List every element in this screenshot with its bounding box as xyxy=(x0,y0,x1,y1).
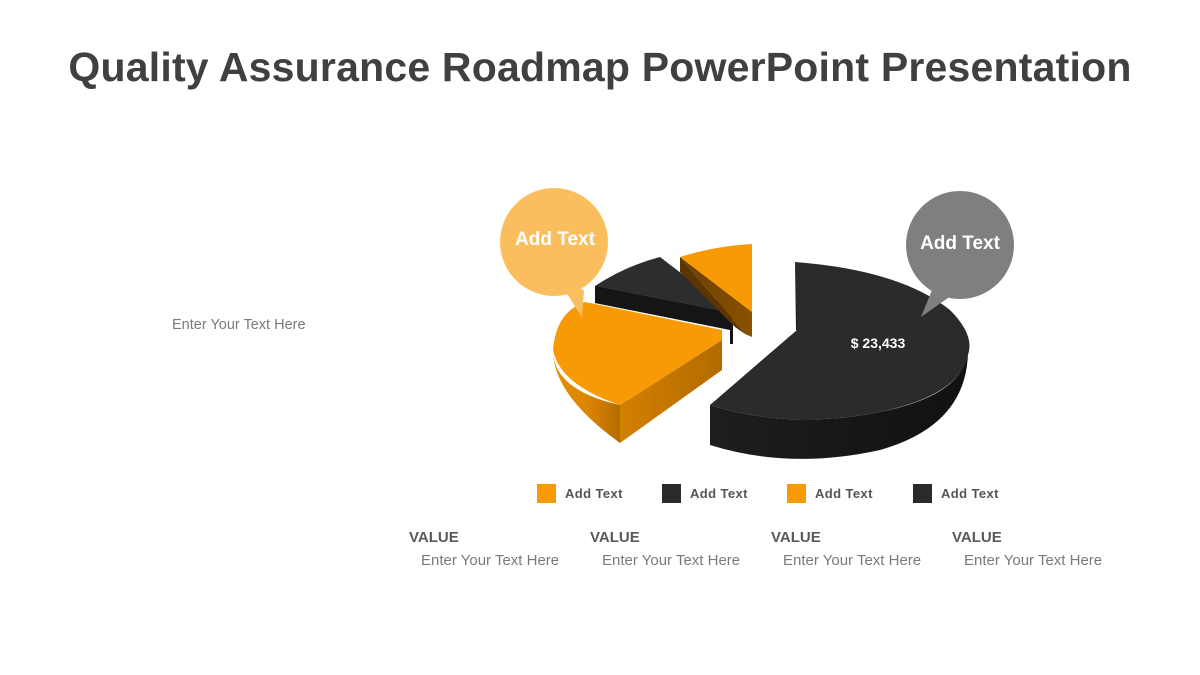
slide-title: Quality Assurance Roadmap PowerPoint Pre… xyxy=(68,44,1132,90)
callout-right-label: Add Text xyxy=(920,233,1000,254)
value-heading: VALUE xyxy=(952,529,1002,546)
callout-bubble-left xyxy=(500,188,608,318)
legend-swatch-dark xyxy=(662,484,681,503)
value-text: Enter Your Text Here xyxy=(421,552,560,569)
slice-value-label: $ 23,433 xyxy=(850,335,906,351)
legend-label: Add Text xyxy=(565,486,623,501)
value-text: Enter Your Text Here xyxy=(783,552,922,569)
value-text: Enter Your Text Here xyxy=(964,552,1103,569)
legend-label: Add Text xyxy=(815,486,873,501)
legend-label: Add Text xyxy=(941,486,999,501)
value-block-3: VALUE Enter Your Text Here xyxy=(771,529,951,569)
legend-swatch-orange xyxy=(787,484,806,503)
legend-swatch-dark xyxy=(913,484,932,503)
callout-left-label: Add Text xyxy=(515,229,595,250)
pie-slice-1 xyxy=(553,302,722,443)
callout-bubble-right xyxy=(906,191,1014,317)
legend-swatch-orange xyxy=(537,484,556,503)
value-text: Enter Your Text Here xyxy=(602,552,741,569)
pie-slice-4 xyxy=(710,262,970,459)
value-block-2: VALUE Enter Your Text Here xyxy=(590,529,770,569)
side-text: Enter Your Text Here xyxy=(172,317,306,333)
pie-slice-3 xyxy=(680,244,752,337)
value-heading: VALUE xyxy=(771,529,821,546)
value-heading: VALUE xyxy=(409,529,459,546)
legend-label: Add Text xyxy=(690,486,748,501)
value-heading: VALUE xyxy=(590,529,640,546)
pie-slice-2 xyxy=(595,257,733,344)
value-block-1: VALUE Enter Your Text Here xyxy=(409,529,589,569)
value-block-4: VALUE Enter Your Text Here xyxy=(952,529,1132,569)
